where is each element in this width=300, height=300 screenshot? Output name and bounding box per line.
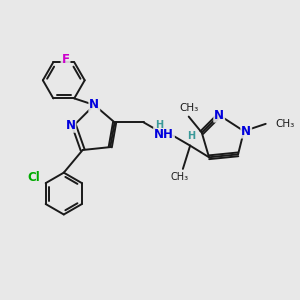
Text: N: N: [214, 109, 224, 122]
Text: H: H: [188, 131, 196, 141]
Text: N: N: [65, 119, 76, 132]
Text: CH₃: CH₃: [275, 119, 294, 129]
Text: CH₃: CH₃: [171, 172, 189, 182]
Text: H: H: [155, 120, 163, 130]
Text: CH₃: CH₃: [179, 103, 198, 113]
Text: F: F: [61, 53, 70, 66]
Text: N: N: [241, 124, 251, 138]
Text: Cl: Cl: [27, 171, 40, 184]
Text: N: N: [89, 98, 99, 112]
Text: NH: NH: [154, 128, 174, 140]
